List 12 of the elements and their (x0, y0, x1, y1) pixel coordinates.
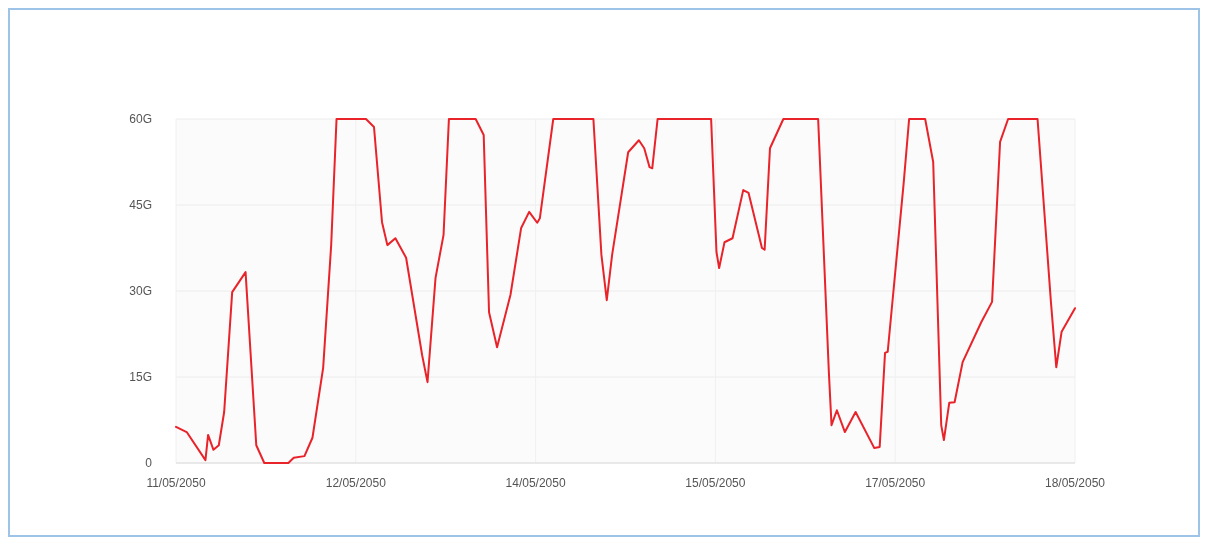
x-tick-label: 14/05/2050 (505, 476, 566, 490)
x-tick-label: 17/05/2050 (865, 476, 926, 490)
y-tick-label: 60G (129, 112, 152, 127)
x-tick-label: 12/05/2050 (325, 476, 387, 490)
line-series (175, 118, 1076, 464)
y-tick-label: 45G (129, 198, 152, 213)
y-tick-label: 30G (129, 284, 152, 299)
y-tick-label: 0 (145, 456, 153, 471)
x-tick-label: 15/05/2050 (685, 476, 746, 490)
y-tick-label: 15G (129, 370, 152, 385)
x-tick-label: 18/05/2050 (1044, 476, 1106, 490)
x-tick-label: 11/05/2050 (146, 476, 206, 490)
